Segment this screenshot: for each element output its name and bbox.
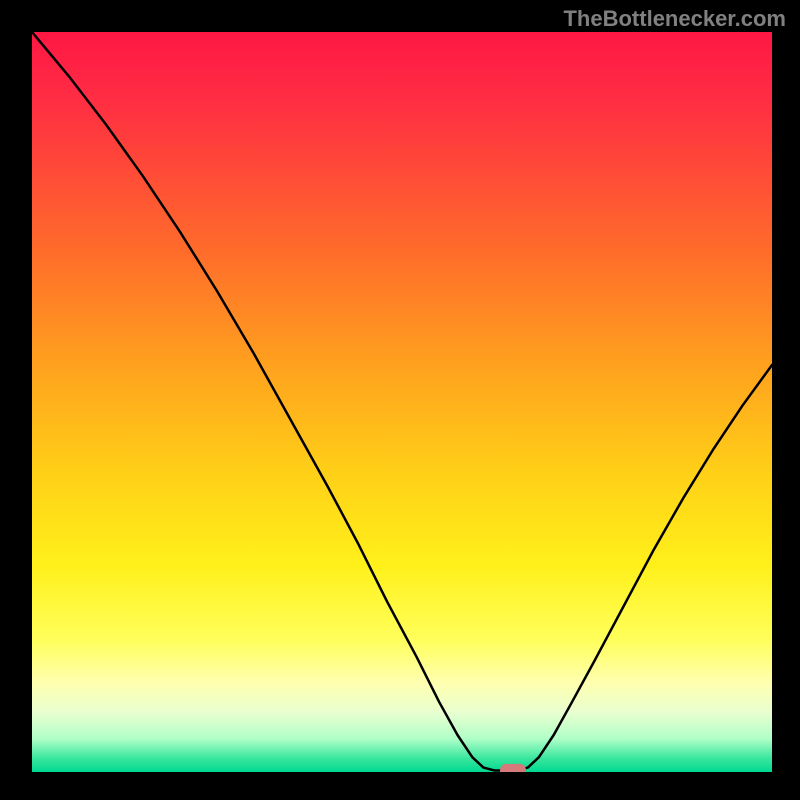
chart-container: TheBottlenecker.com [0,0,800,800]
watermark-text: TheBottlenecker.com [563,6,786,32]
bottleneck-chart [32,32,772,772]
optimal-marker [500,764,526,772]
gradient-background [32,32,772,772]
